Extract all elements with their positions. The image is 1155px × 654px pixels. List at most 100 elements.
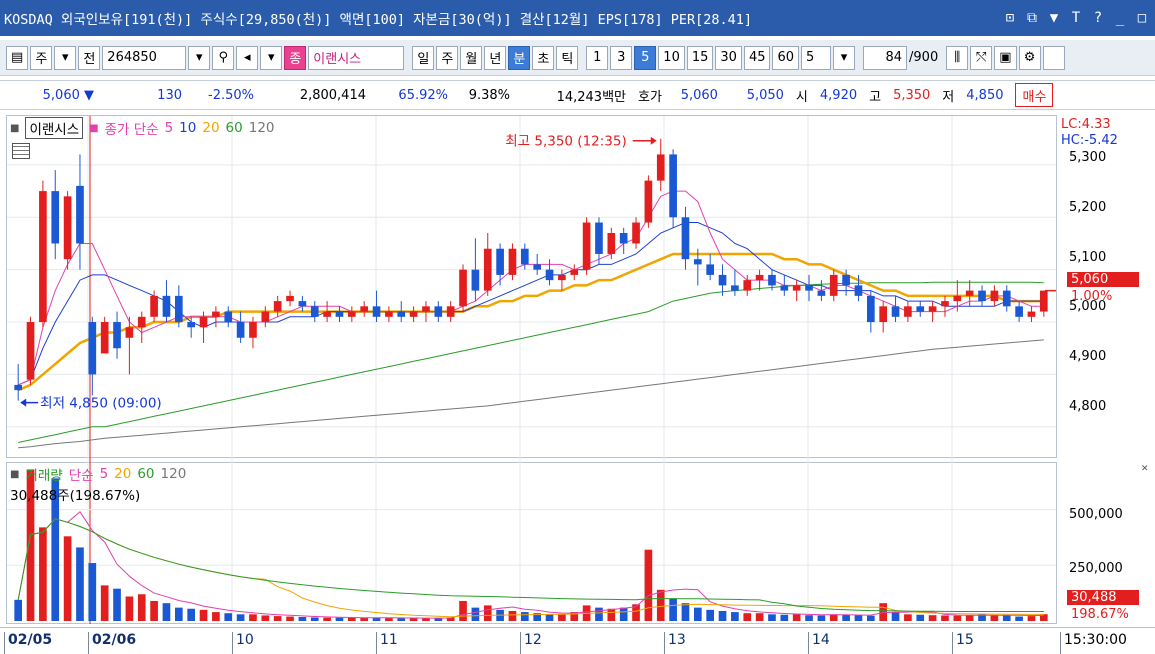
period-tick[interactable]: 틱: [556, 45, 579, 70]
interval-30[interactable]: 30: [715, 45, 742, 70]
candle-body: [347, 311, 356, 317]
save-icon[interactable]: ▣: [994, 45, 1017, 70]
ratio-1: 65.92%: [398, 87, 448, 103]
trade-amount: 14,243백만: [556, 89, 626, 105]
volume-bar: [545, 614, 554, 621]
volume-bar: [422, 618, 430, 621]
y-tick-5000: 5,000: [1069, 299, 1107, 314]
panel-close-icon[interactable]: ✕: [1141, 464, 1149, 474]
code-dropdown-icon[interactable]: ▾: [188, 45, 211, 70]
volume-panel: [6, 462, 1057, 624]
period-week[interactable]: 주: [436, 45, 459, 70]
candle-body: [582, 222, 591, 270]
candle-body: [520, 248, 529, 265]
sound-icon[interactable]: ◂: [236, 45, 259, 70]
candle-body: [669, 154, 677, 218]
period-second[interactable]: 초: [532, 45, 555, 70]
volume-bar: [483, 605, 492, 621]
search-icon[interactable]: ⚲: [212, 45, 235, 70]
interval-60[interactable]: 60: [772, 45, 800, 70]
interval-1[interactable]: 1: [586, 45, 609, 70]
settings-gear-icon[interactable]: ⚙: [1018, 45, 1041, 70]
candle-body: [471, 269, 480, 291]
bid-label: 호가: [638, 89, 662, 105]
candle-body: [113, 322, 121, 349]
candle-body: [866, 295, 875, 323]
interval-select[interactable]: 5: [801, 45, 832, 70]
interval-3[interactable]: 3: [610, 45, 633, 70]
date-label-13: 13: [664, 632, 686, 654]
date-label-11: 11: [376, 632, 398, 654]
volume-bar: [298, 616, 307, 621]
candle-body: [150, 295, 158, 317]
bid-price-2: 5,050: [746, 87, 784, 103]
candle-body: [545, 269, 554, 281]
low-price: 4,850: [966, 87, 1004, 103]
ma120-label: 120: [248, 120, 275, 136]
candle-body: [323, 311, 331, 317]
count-input[interactable]: 84: [863, 45, 908, 70]
volume-bar: [731, 612, 739, 621]
restore-icon[interactable]: ⊡: [1005, 10, 1015, 26]
candle-type-icon[interactable]: ⫼: [946, 45, 969, 70]
bid-price-1: 5,060: [680, 87, 718, 103]
interval-45[interactable]: 45: [743, 45, 771, 70]
help-icon[interactable]: ?: [1093, 10, 1103, 26]
candle-body: [385, 311, 393, 317]
interval-15[interactable]: 15: [686, 45, 714, 70]
candle-body: [644, 180, 653, 223]
mode1-button[interactable]: 주: [30, 45, 53, 70]
indicator-icon[interactable]: ⤲: [970, 45, 993, 70]
candle-body: [681, 217, 690, 260]
volume-bar: [187, 608, 196, 621]
mode2-button[interactable]: 전: [78, 45, 101, 70]
candle-body: [817, 290, 826, 296]
period-month[interactable]: 월: [460, 45, 483, 70]
volume-bar: [471, 607, 480, 621]
table-icon[interactable]: [12, 143, 30, 159]
legend-square-icon: ■: [10, 122, 20, 134]
maximize-icon[interactable]: □: [1137, 10, 1147, 26]
pin-icon[interactable]: ▼: [1049, 10, 1059, 26]
candle-body: [137, 316, 146, 328]
stock-code-input[interactable]: 264850: [102, 45, 187, 70]
text-icon[interactable]: T: [1071, 10, 1081, 26]
volume-bar: [558, 614, 566, 621]
stock-name-label[interactable]: 이랜시스: [25, 117, 84, 139]
price-panel: [6, 115, 1057, 458]
ma20-label: 20: [202, 120, 220, 136]
candle-body: [965, 290, 974, 296]
period-year[interactable]: 년: [484, 45, 507, 70]
open-label: 시: [795, 89, 808, 105]
candle-body: [187, 322, 196, 328]
interval-5[interactable]: 5: [634, 45, 657, 70]
y-tick-4800: 4,800: [1069, 399, 1107, 414]
candle-body: [162, 295, 171, 317]
sound-dropdown-icon[interactable]: ▾: [260, 45, 283, 70]
chart-svg[interactable]: 최고 5,350 (12:35) 최저 4,850 (09:00): [0, 113, 1155, 627]
volume-bar: [63, 536, 72, 621]
candle-body: [422, 306, 430, 312]
candle-body: [508, 248, 517, 275]
interval-dropdown-icon[interactable]: ▾: [833, 45, 856, 70]
interval-10[interactable]: 10: [658, 45, 685, 70]
high-annotation: 최고 5,350 (12:35): [505, 134, 627, 150]
copy-icon[interactable]: ⧉: [1027, 10, 1037, 26]
ma10-line: [18, 222, 1044, 386]
period-day[interactable]: 일: [412, 45, 435, 70]
high-price: 5,350: [893, 87, 931, 103]
candle-body: [891, 306, 900, 317]
buy-button[interactable]: 매수: [1015, 83, 1054, 107]
checkbox-icon[interactable]: [1042, 45, 1065, 70]
volume-bar: [941, 615, 949, 621]
volume-bar: [347, 617, 356, 621]
stock-name-field[interactable]: 이랜시스: [308, 45, 405, 70]
minimize-icon[interactable]: _: [1115, 10, 1125, 26]
menu-icon[interactable]: ▤: [6, 45, 29, 70]
volume-summary: 30,488주(198.67%): [10, 488, 141, 504]
period-minute[interactable]: 분: [508, 45, 531, 70]
mode1-dropdown-icon[interactable]: ▾: [54, 45, 77, 70]
volume-bar: [162, 603, 171, 621]
candle-body: [792, 285, 801, 291]
ratio-2: 9.38%: [468, 87, 510, 103]
